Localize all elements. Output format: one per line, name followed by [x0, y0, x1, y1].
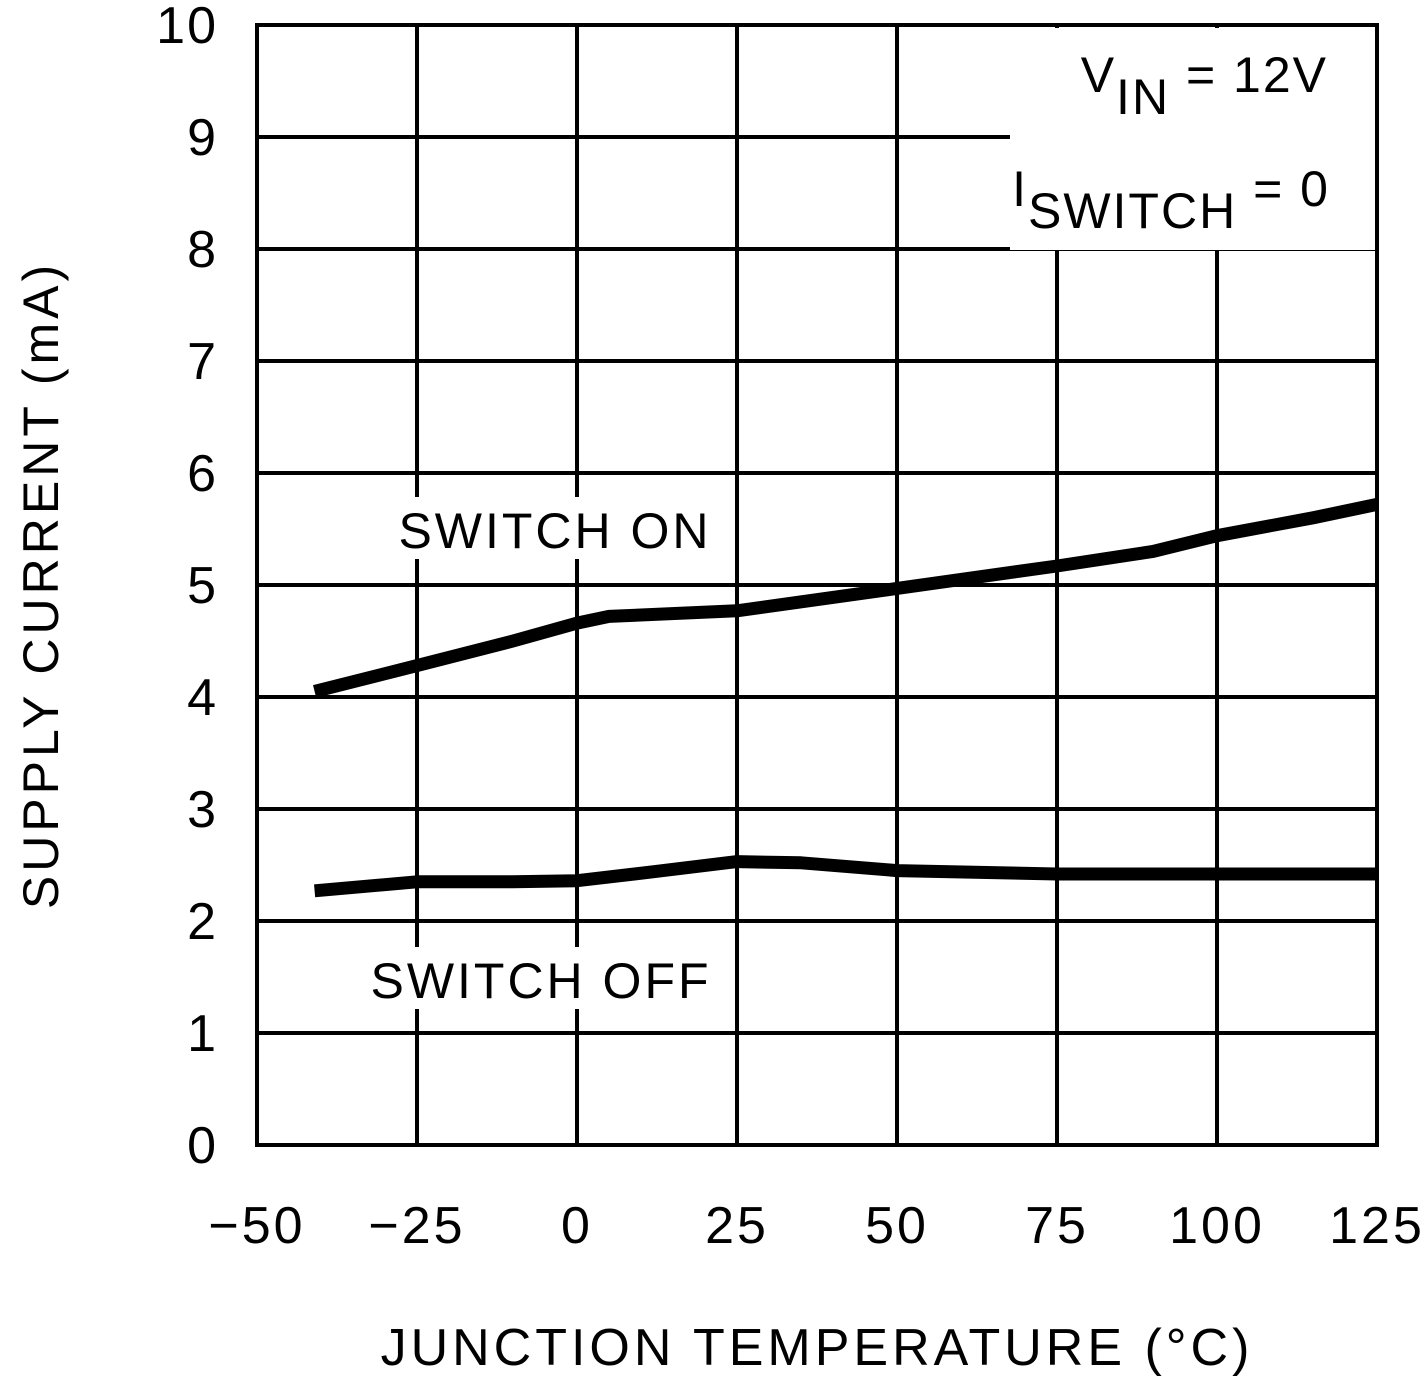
x-tick-label: −25	[368, 1197, 465, 1255]
y-tick-label: 5	[187, 557, 218, 615]
y-tick-label: 10	[156, 0, 218, 55]
y-tick-label: 7	[187, 333, 218, 391]
y-tick-label: 4	[187, 669, 218, 727]
y-tick-label: 1	[187, 1005, 218, 1063]
x-tick-label: 50	[865, 1197, 929, 1255]
x-axis-label: JUNCTION TEMPERATURE (°C)	[381, 1319, 1254, 1376]
y-tick-label: 3	[187, 781, 218, 839]
iswitch-sub: SWITCH	[1028, 183, 1237, 239]
y-tick-label: 9	[187, 109, 218, 167]
iswitch-rest: = 0	[1237, 161, 1330, 217]
series-line-switch-on	[313, 498, 1379, 698]
label-mask	[365, 947, 720, 1009]
plot-frame	[255, 23, 1379, 1147]
series-lines	[313, 498, 1379, 898]
y-tick-label: 8	[187, 221, 218, 279]
label-mask	[395, 497, 720, 559]
iswitch-main: I	[1012, 161, 1028, 217]
y-tick-label: 6	[187, 445, 218, 503]
vin-rest: = 12V	[1170, 47, 1328, 103]
label-mask	[1010, 28, 1375, 250]
vin-main: V	[1081, 47, 1116, 103]
x-tick-label: 25	[705, 1197, 769, 1255]
annotation-vin: VIN = 12V	[1081, 47, 1328, 125]
series-label-switch-on: SWITCH ON	[398, 503, 711, 559]
x-tick-label: 0	[561, 1197, 593, 1255]
series-line-switch-off	[314, 855, 1377, 898]
series-label-switch-off: SWITCH OFF	[370, 953, 711, 1009]
y-axis-label: SUPPLY CURRENT (mA)	[13, 261, 69, 909]
vin-sub: IN	[1116, 69, 1170, 125]
annotation-iswitch: ISWITCH = 0	[1012, 161, 1330, 239]
x-tick-labels: −50 −25 0 25 50 75 100 125	[208, 1197, 1424, 1255]
x-tick-label: 100	[1169, 1197, 1265, 1255]
x-tick-label: 125	[1329, 1197, 1424, 1255]
y-tick-label: 0	[187, 1117, 218, 1175]
y-tick-label: 2	[187, 893, 218, 951]
x-tick-label: −50	[208, 1197, 305, 1255]
label-backgrounds	[365, 28, 1375, 1009]
y-tick-labels: 0 1 2 3 4 5 6 7 8 9 10	[156, 0, 218, 1175]
x-tick-label: 75	[1025, 1197, 1089, 1255]
